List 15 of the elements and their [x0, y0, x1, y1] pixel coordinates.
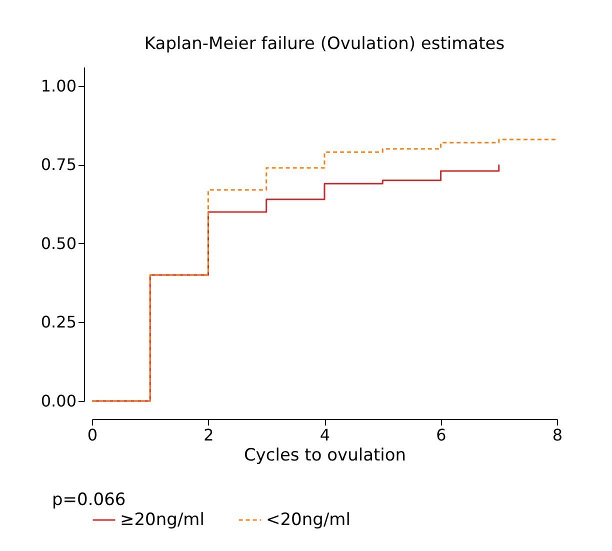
y-tick-label: 0.75 [40, 155, 76, 174]
x-tick-label: 8 [552, 426, 563, 444]
text: p=0.066 [52, 490, 126, 510]
x-tick-label: 0 [87, 426, 98, 444]
x-tick-label: 6 [436, 426, 446, 444]
x-tick-label: 4 [320, 426, 330, 444]
legend-label: <20ng/ml [266, 510, 350, 530]
y-tick-label: 0.50 [40, 234, 76, 253]
y-tick-label: 1.00 [40, 76, 76, 96]
y-tick-label: 0.00 [40, 392, 76, 410]
legend-label: ≥20ng/ml [120, 510, 204, 530]
y-tick-label: 0.25 [40, 312, 76, 332]
x-axis-title: Cycles to ovulation [244, 446, 406, 466]
chart-title: Kaplan-Meier failure (Ovulation) estimates [144, 34, 505, 54]
x-tick-label: 2 [204, 426, 214, 444]
